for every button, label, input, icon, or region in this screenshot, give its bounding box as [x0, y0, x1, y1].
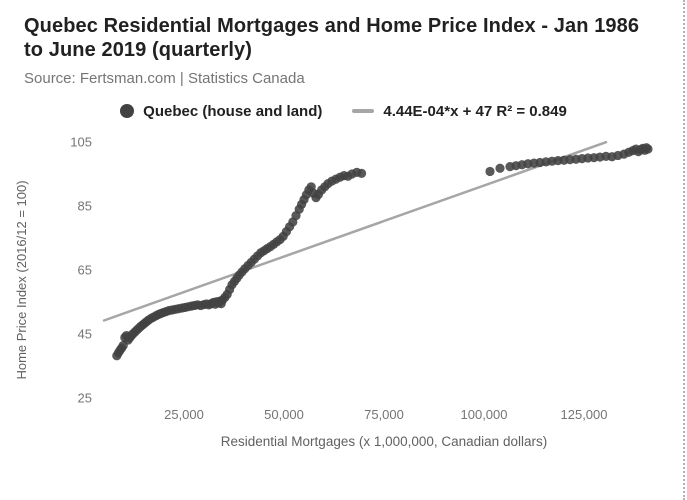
x-tick-label: 25,000 [164, 407, 204, 422]
data-point[interactable] [357, 168, 367, 178]
scrollbar[interactable] [683, 0, 685, 500]
x-tick-label: 75,000 [364, 407, 404, 422]
data-point[interactable] [485, 166, 495, 176]
y-tick-label: 65 [78, 262, 92, 277]
trend-line [102, 140, 608, 322]
y-tick-label: 105 [70, 134, 92, 149]
source-line: Source: Fertsman.com | Statistics Canada [24, 69, 305, 87]
series-dot-icon [120, 104, 135, 119]
y-tick-label: 85 [78, 198, 92, 213]
page-title: Quebec Residential Mortgages and Home Pr… [24, 15, 640, 62]
legend-item-trend[interactable]: 4.44E-04*x + 47 R² = 0.849 [352, 102, 567, 120]
x-tick-label: 125,000 [561, 407, 608, 422]
chart-area: Home Price Index (2016/12 = 100) 25 45 65 8… [0, 128, 687, 449]
y-axis-label: Home Price Index (2016/12 = 100) [14, 180, 29, 380]
legend-series-label: Quebec (house and land) [143, 102, 323, 120]
data-point[interactable] [495, 163, 505, 173]
scatter-plot: 25 45 65 85 105 25,000 50,000 75,000 100,000 125,… [70, 134, 653, 422]
trend-line-icon [352, 109, 375, 114]
legend-item-quebec[interactable]: Quebec (house and land) [120, 103, 322, 120]
data-point[interactable] [643, 144, 653, 154]
x-tick-label: 100,000 [461, 407, 508, 422]
y-tick-label: 25 [78, 390, 92, 405]
chart-legend: Quebec (house and land) 4.44E-04*x + 47 … [0, 103, 687, 120]
legend-trend-label: 4.44E-04*x + 47 R² = 0.849 [383, 102, 567, 120]
x-axis-label: Residential Mortgages (x 1,000,000, Cana… [220, 433, 548, 449]
y-tick-label: 45 [78, 326, 92, 341]
chart-header: Quebec Residential Mortgages and Home Pr… [0, 0, 687, 87]
x-tick-label: 50,000 [264, 407, 304, 422]
